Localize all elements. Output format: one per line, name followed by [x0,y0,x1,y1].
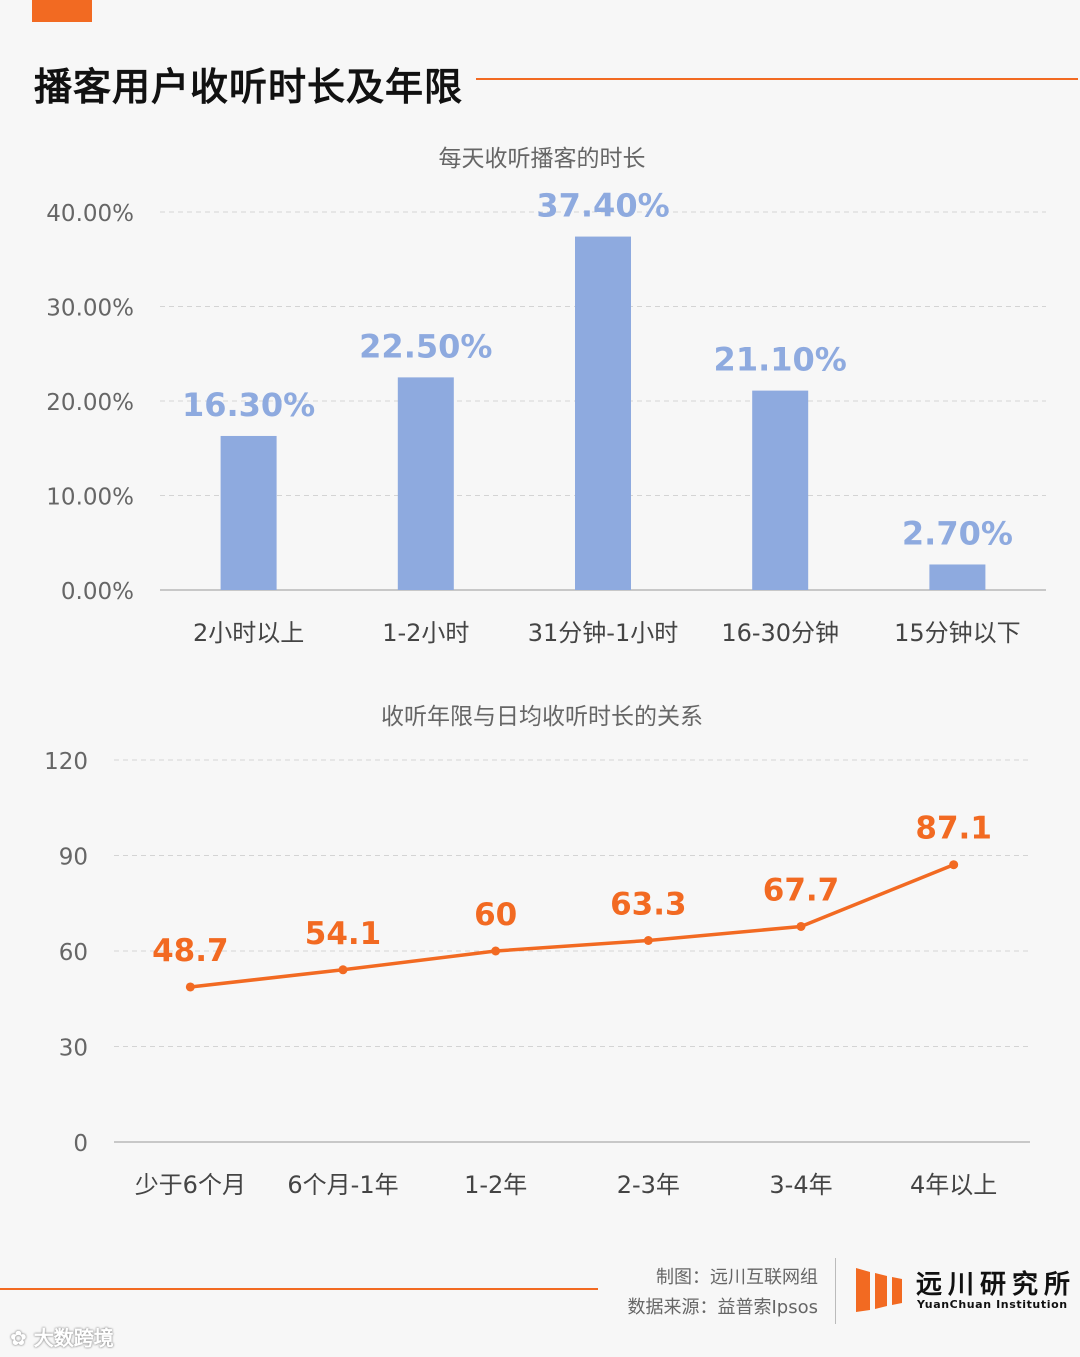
x-tick-label: 16-30分钟 [721,619,839,647]
point-data-label: 67.7 [763,872,840,908]
x-tick-label: 2小时以上 [193,619,304,647]
y-tick-label: 10.00% [46,485,134,511]
line-chart: 收听年限与日均收听时长的关系 0 30 60 90 120 48.7 少于6个月 54.1 6个月… [44,704,1030,1199]
point-data-label: 60 [474,897,517,933]
data-point [338,965,348,975]
bar [220,435,277,590]
bar-data-label: 16.30% [182,386,315,424]
y-tick-label: 0 [73,1131,88,1157]
data-point [643,935,653,945]
x-tick-label: 15分钟以下 [894,619,1021,647]
footer-rule [0,1288,598,1290]
y-tick-label: 120 [44,749,88,775]
y-tick-label: 20.00% [46,390,134,416]
x-tick-label: 6个月-1年 [287,1171,398,1199]
x-tick-label: 31分钟-1小时 [528,619,678,647]
point-data-label: 87.1 [915,811,992,847]
y-tick-label: 30 [59,1036,88,1062]
data-point [185,982,195,992]
data-point [491,946,501,956]
logo-name: 远川研究所 [916,1270,1077,1300]
logo-subtitle: YuanChuan Institution [917,1298,1068,1311]
bar-chart-title: 每天收听播客的时长 [439,146,646,172]
bar [575,236,631,590]
point-data-label: 48.7 [152,933,229,969]
x-tick-label: 3-4年 [769,1171,832,1199]
watermark-icon: ✿ [10,1326,34,1350]
series-line [190,863,955,989]
data-point [796,921,806,931]
point-data-label: 63.3 [610,886,687,922]
bar [929,564,986,590]
y-tick-label: 40.00% [46,201,134,227]
point-data-label: 54.1 [305,916,382,952]
x-tick-label: 1-2年 [464,1171,527,1199]
y-tick-label: 90 [59,845,88,871]
title-rule [476,78,1078,80]
x-tick-label: 少于6个月 [135,1171,246,1199]
page-title: 播客用户收听时长及年限 [34,65,464,109]
bar-data-label: 22.50% [359,327,492,365]
bar-data-label: 21.10% [714,341,847,379]
accent-block [32,0,92,22]
x-tick-label: 2-3年 [617,1171,680,1199]
watermark: ✿ 大数跨境 [10,1322,114,1351]
watermark-text: 大数跨境 [33,1326,114,1350]
footer-divider [835,1258,836,1324]
bar [397,377,454,590]
y-tick-label: 60 [59,940,88,966]
bar-data-label: 37.40% [536,187,669,225]
credit-maker: 制图：远川互联网组 [656,1267,818,1288]
x-tick-label: 4年以上 [910,1171,997,1199]
data-point [949,860,959,870]
logo-icon [856,1268,902,1312]
credit-source: 数据来源：益普索Ipsos [627,1297,818,1318]
bar-chart: 每天收听播客的时长 0.00% 10.00% 20.00% 30.00% 40.00% 16… [46,146,1046,647]
bar [752,390,809,590]
y-tick-label: 0.00% [61,579,134,605]
y-tick-label: 30.00% [46,296,134,322]
line-chart-title: 收听年限与日均收听时长的关系 [381,704,703,730]
bar-data-label: 2.70% [902,514,1013,552]
x-tick-label: 1-2小时 [382,619,469,647]
